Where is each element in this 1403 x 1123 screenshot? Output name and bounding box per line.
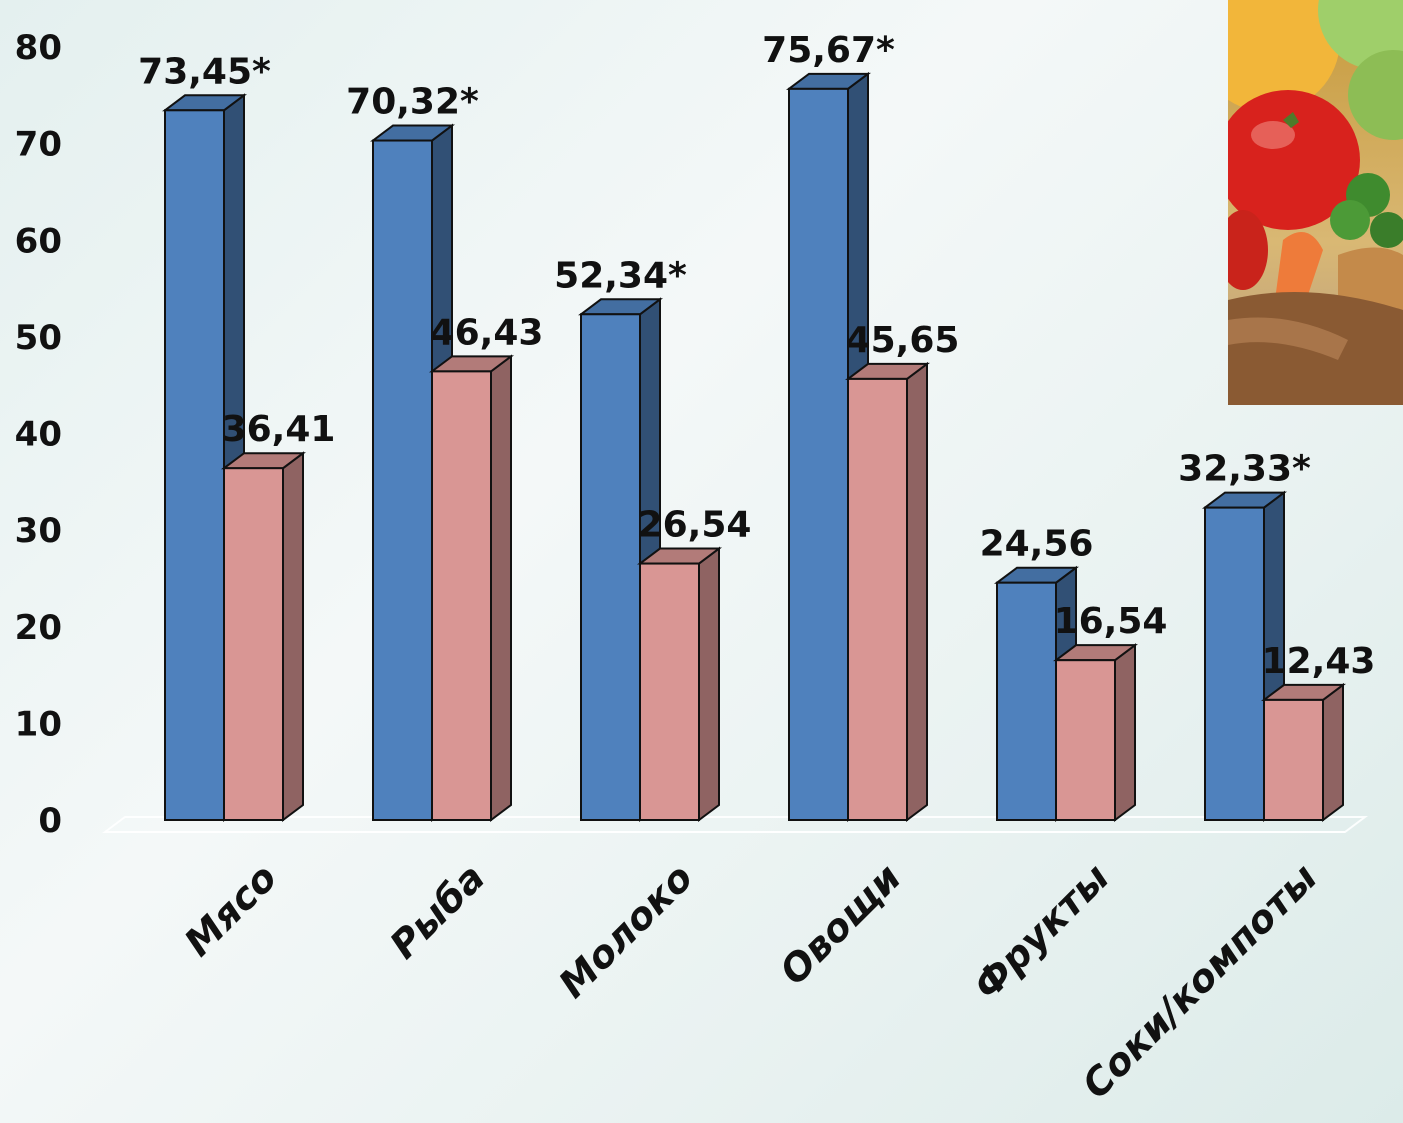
y-tick-label: 40 [15,415,62,455]
data-label: 16,54 [1054,601,1168,642]
bar-pink [221,451,306,822]
y-tick-label: 20 [15,608,62,648]
bar-pink [845,361,930,822]
bar-pink [1053,643,1138,822]
data-label: 24,56 [980,524,1094,565]
bar-front [580,313,641,821]
bar-side [490,354,512,822]
data-label: 26,54 [638,505,752,546]
bar-side [1322,682,1344,822]
bar-front [372,139,433,821]
y-tick-label: 30 [15,511,62,551]
bar-front [788,87,849,821]
x-tick-label: Рыба [381,855,493,967]
y-tick-label: 50 [15,318,62,358]
y-tick-label: 70 [15,125,62,165]
bar-pink [1261,682,1346,822]
bar-side [698,546,720,822]
x-tick-label: Мясо [176,855,286,965]
y-tick-label: 80 [15,28,62,68]
bar-front [223,467,284,821]
chart-floor [102,816,1368,833]
x-tick-label: Соки/компоты [1074,855,1326,1107]
bar-side [906,361,928,822]
x-tick-label: Овощи [771,855,909,993]
data-label: 36,41 [222,409,336,450]
y-tick-label: 10 [15,704,62,744]
data-label: 75,67* [762,30,895,71]
data-label: 52,34* [554,255,687,296]
x-tick-label: Молоко [550,855,701,1006]
bar-pink [429,354,514,822]
bar-pink [637,546,722,822]
data-label: 32,33* [1178,449,1311,490]
data-label: 73,45* [138,51,271,92]
bar-front [431,370,492,821]
data-label: 45,65 [846,320,960,361]
bar-front [639,562,700,821]
data-label: 70,32* [346,82,479,123]
y-tick-label: 0 [38,801,62,841]
bar-side [282,451,304,822]
data-label: 46,43 [430,312,544,353]
chart-bars [162,71,1346,822]
bar-front [847,377,908,821]
bar-front [1263,698,1324,822]
bar-front [164,109,225,822]
y-tick-label: 60 [15,221,62,261]
y-axis-ticks: 0 10 20 30 40 50 60 70 80 [15,28,62,841]
data-label: 12,43 [1262,641,1376,682]
chart-axes [102,816,1368,833]
bar-front [1204,506,1265,821]
bar-front [1055,659,1116,821]
x-tick-label: Фрукты [965,855,1118,1008]
bar-side [1114,643,1136,822]
vegetables-photo-icon [1228,0,1403,405]
bar-front [996,581,1057,822]
